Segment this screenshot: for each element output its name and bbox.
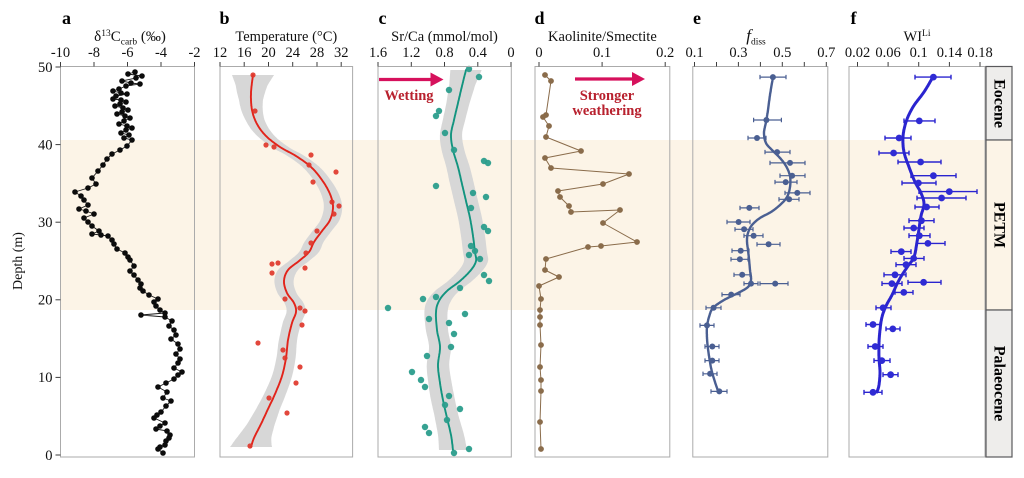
svg-text:Eocene: Eocene — [991, 79, 1008, 128]
svg-text:b: b — [219, 8, 229, 28]
svg-text:24: 24 — [285, 45, 300, 61]
svg-text:0.02: 0.02 — [845, 45, 870, 61]
svg-text:0.1: 0.1 — [593, 45, 611, 61]
svg-text:40: 40 — [38, 137, 53, 153]
svg-text:0: 0 — [507, 45, 514, 61]
svg-text:Temperature (°C): Temperature (°C) — [235, 29, 337, 45]
svg-text:Stronger: Stronger — [580, 88, 635, 104]
svg-text:PETM: PETM — [991, 202, 1008, 248]
svg-text:-10: -10 — [51, 45, 70, 61]
svg-text:-8: -8 — [88, 45, 100, 61]
svg-text:0.2: 0.2 — [656, 45, 674, 61]
svg-text:16: 16 — [237, 45, 252, 61]
svg-text:fdiss: fdiss — [746, 26, 766, 48]
svg-text:20: 20 — [38, 293, 53, 309]
svg-text:0.8: 0.8 — [435, 45, 453, 61]
svg-text:0: 0 — [45, 448, 52, 464]
svg-text:0.7: 0.7 — [817, 45, 835, 61]
svg-text:10: 10 — [38, 370, 53, 386]
svg-text:0: 0 — [535, 45, 542, 61]
svg-text:0.06: 0.06 — [875, 45, 900, 61]
svg-text:d: d — [534, 8, 544, 28]
svg-text:0.18: 0.18 — [967, 45, 992, 61]
svg-text:weathering: weathering — [572, 103, 642, 119]
svg-text:0.4: 0.4 — [469, 45, 488, 61]
svg-text:28: 28 — [310, 45, 325, 61]
svg-text:a: a — [62, 8, 71, 28]
svg-text:30: 30 — [38, 215, 53, 231]
svg-text:Kaolinite/Smectite: Kaolinite/Smectite — [548, 29, 657, 45]
svg-text:-4: -4 — [155, 45, 168, 61]
svg-text:Palaeocene: Palaeocene — [991, 346, 1008, 422]
svg-text:1.2: 1.2 — [402, 45, 420, 61]
svg-text:δ13Ccarb (‰): δ13Ccarb (‰) — [94, 29, 166, 48]
svg-text:50: 50 — [38, 60, 53, 76]
svg-text:c: c — [379, 8, 387, 28]
svg-text:0.14: 0.14 — [937, 45, 963, 61]
svg-text:f: f — [851, 8, 858, 28]
svg-text:0.5: 0.5 — [773, 45, 791, 61]
svg-text:Depth (m): Depth (m) — [11, 232, 26, 290]
svg-text:Wetting: Wetting — [384, 88, 434, 104]
svg-text:1.6: 1.6 — [369, 45, 387, 61]
svg-text:0.3: 0.3 — [729, 45, 747, 61]
svg-text:-6: -6 — [121, 45, 133, 61]
svg-text:32: 32 — [334, 45, 349, 61]
svg-text:0.1: 0.1 — [910, 45, 928, 61]
svg-text:e: e — [693, 8, 701, 28]
svg-text:0.1: 0.1 — [685, 45, 703, 61]
svg-text:Sr/Ca (mmol/mol): Sr/Ca (mmol/mol) — [391, 29, 498, 45]
svg-text:12: 12 — [213, 45, 228, 61]
svg-text:-2: -2 — [188, 45, 200, 61]
svg-text:20: 20 — [261, 45, 276, 61]
